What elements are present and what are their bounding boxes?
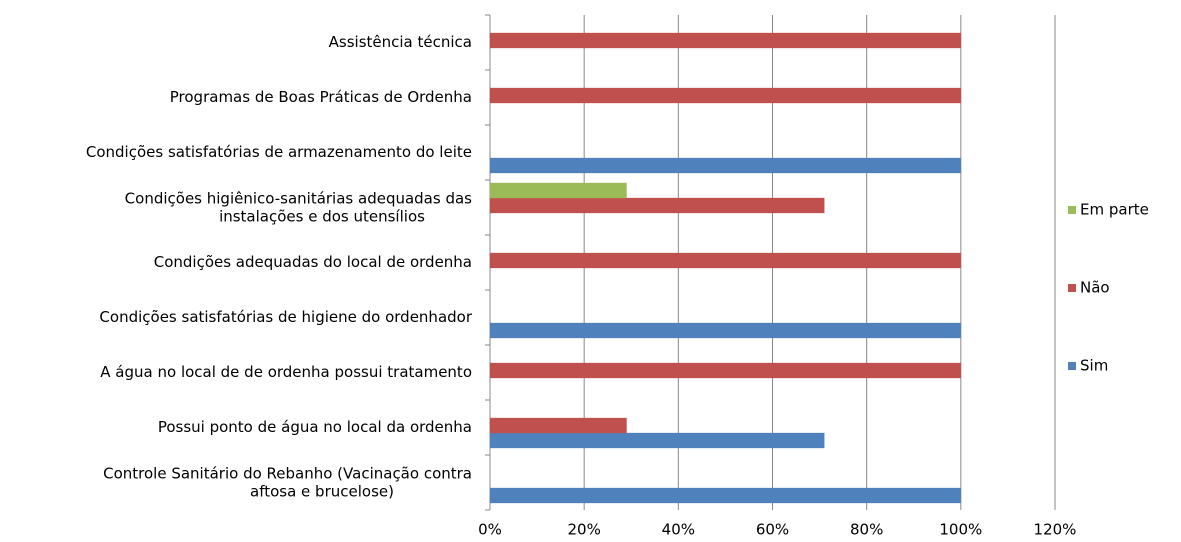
y-tick-label: A água no local de de ordenha possui tra…	[100, 363, 472, 381]
bar	[489, 252, 962, 269]
bar	[489, 417, 627, 434]
bar	[489, 197, 825, 214]
y-tick-label: Condições satisfatórias de higiene do or…	[99, 308, 472, 326]
legend-label: Sim	[1080, 357, 1108, 375]
y-tick-label: Programas de Boas Práticas de Ordenha	[170, 88, 472, 106]
bar	[489, 157, 962, 174]
x-tick-label: 20%	[567, 521, 600, 539]
bar	[489, 362, 962, 379]
bar	[489, 182, 627, 199]
y-tick-label: Controle Sanitário do Rebanho (Vacinação…	[103, 464, 472, 500]
x-tick-label: 80%	[850, 521, 883, 539]
y-tick-label: Assistência técnica	[329, 33, 472, 51]
x-tick-label: 100%	[939, 521, 982, 539]
bar	[489, 432, 825, 449]
y-tick-label: Condições satisfatórias de armazenamento…	[86, 143, 472, 161]
x-tick-label: 40%	[662, 521, 695, 539]
legend-swatch	[1068, 206, 1076, 214]
x-tick-label: 60%	[756, 521, 789, 539]
bar	[489, 87, 962, 104]
bar	[489, 32, 962, 49]
legend-swatch	[1068, 284, 1076, 292]
x-tick-label: 120%	[1034, 521, 1077, 539]
legend-label: Não	[1080, 279, 1110, 297]
y-tick-label: Possui ponto de água no local da ordenha	[158, 418, 472, 436]
y-tick-label: Condições higiênico-sanitárias adequadas…	[125, 189, 472, 225]
x-tick-label: 0%	[478, 521, 502, 539]
y-tick-label: Condições adequadas do local de ordenha	[154, 253, 472, 271]
legend-label: Em parte	[1080, 201, 1149, 219]
bar	[489, 322, 962, 339]
legend-swatch	[1068, 362, 1076, 370]
bar	[489, 487, 962, 504]
